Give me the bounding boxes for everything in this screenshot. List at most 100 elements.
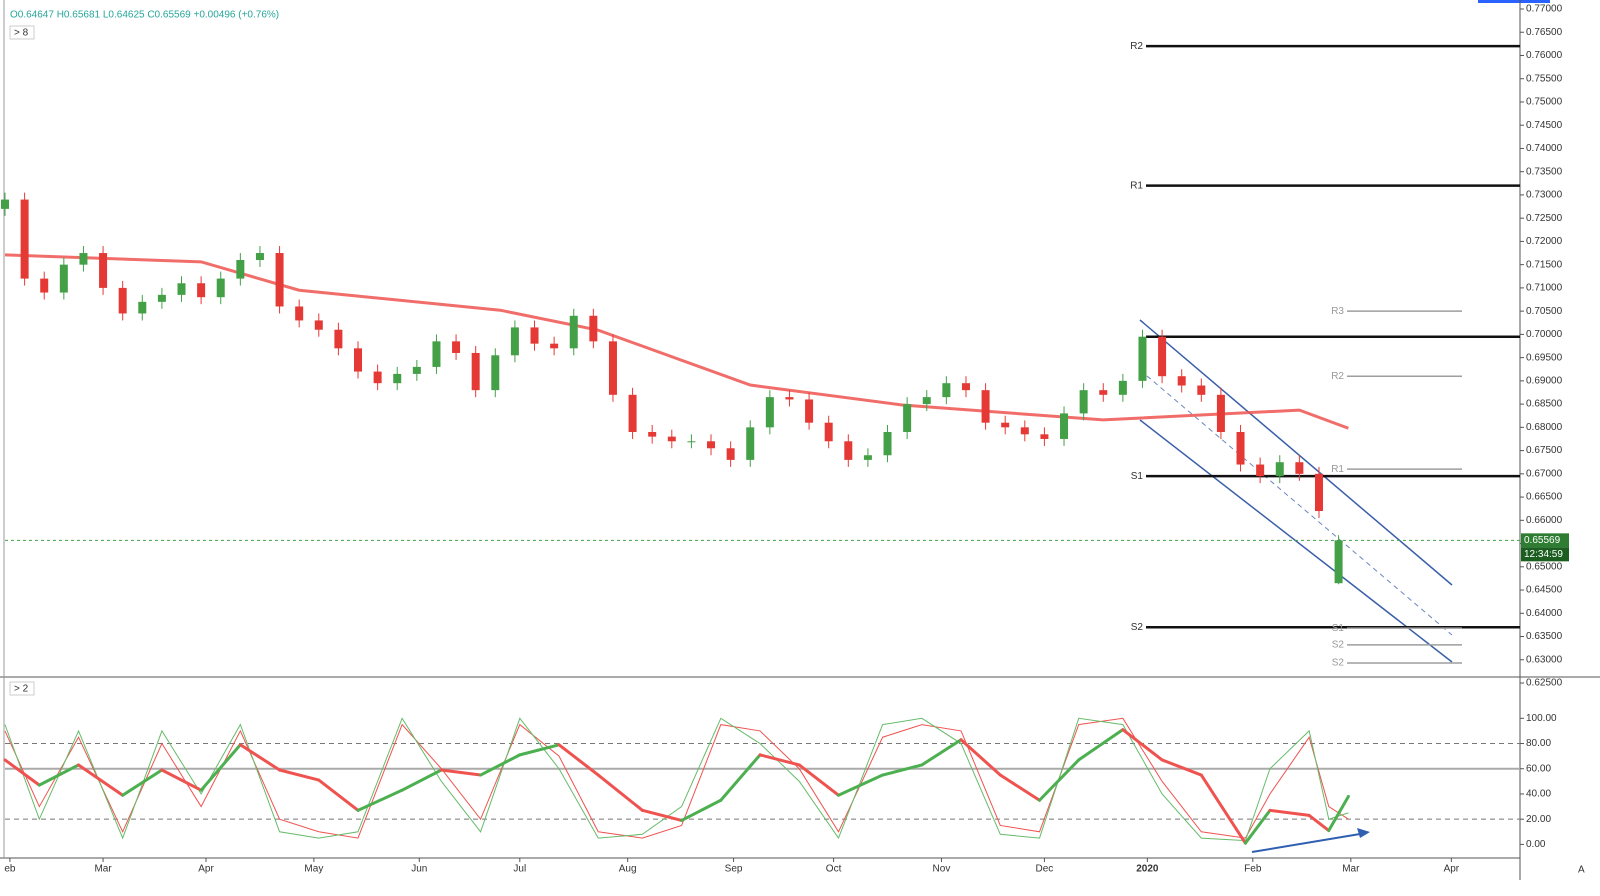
- y-tick-label: 0.66000: [1526, 515, 1563, 526]
- y-tick-label: 0.74500: [1526, 120, 1563, 131]
- y-tick-label: 0.00: [1526, 839, 1546, 850]
- candle-body: [569, 315, 578, 349]
- y-tick-label: 0.71500: [1526, 259, 1563, 270]
- candle-body: [1138, 336, 1147, 381]
- candle-body: [805, 399, 814, 423]
- candle-body: [118, 287, 127, 314]
- x-tick-label: Apr: [1444, 864, 1460, 875]
- y-tick-label: 0.63500: [1526, 631, 1563, 642]
- collapse-button[interactable]: [9, 681, 35, 696]
- y-tick-label: 0.70000: [1526, 329, 1563, 340]
- pivot-label: S1: [1131, 471, 1144, 482]
- candle-body: [608, 341, 617, 395]
- y-tick-label: 0.70500: [1526, 306, 1563, 317]
- y-tick-label: 0.76000: [1526, 50, 1563, 61]
- oscillator-main-segment: [77, 763, 125, 797]
- candle-body: [550, 343, 559, 349]
- candle-body: [20, 199, 29, 279]
- candle-body: [1197, 385, 1206, 395]
- y-tick-label: 0.72500: [1526, 213, 1563, 224]
- candle-body: [746, 427, 755, 460]
- oscillator-main-segment: [3, 758, 41, 787]
- y-tick-label: 0.71000: [1526, 283, 1563, 294]
- candle-body: [942, 383, 951, 398]
- candle-body: [883, 431, 892, 456]
- candle-body: [236, 260, 245, 279]
- collapse-button[interactable]: [9, 25, 35, 40]
- candle-body: [765, 397, 774, 428]
- y-tick-label: 0.64000: [1526, 608, 1563, 619]
- candle-body: [393, 373, 402, 384]
- y-tick-label: 0.72000: [1526, 236, 1563, 247]
- candle-body: [1216, 394, 1225, 432]
- oscillator-main-segment: [121, 768, 164, 797]
- oscillator-main-segment: [278, 768, 321, 782]
- y-tick-label: 0.66500: [1526, 492, 1563, 503]
- candle-body: [1040, 434, 1049, 439]
- collapse-label[interactable]: > 2: [14, 684, 29, 695]
- oscillator-line: [4, 717, 1349, 842]
- oscillator-main-segment: [1077, 728, 1125, 762]
- candle-body: [1118, 380, 1127, 395]
- candle-body: [961, 383, 970, 391]
- candle-body: [1275, 462, 1284, 477]
- candle-body: [903, 404, 912, 432]
- oscillator-main-segment: [160, 768, 203, 792]
- candle-body: [1158, 336, 1167, 377]
- minor-pivot-label: S2: [1332, 640, 1345, 651]
- candle-body: [1060, 413, 1069, 439]
- y-tick-label: 0.68000: [1526, 422, 1563, 433]
- candle-body: [216, 278, 225, 298]
- oscillator-main-segment: [680, 798, 723, 822]
- candle-body: [295, 306, 304, 321]
- oscillator-main-segment: [317, 778, 360, 812]
- last-price-label: 0.65569: [1524, 535, 1561, 546]
- candle-body: [667, 436, 676, 442]
- oscillator-main-segment: [1121, 728, 1164, 762]
- candle-body: [1099, 390, 1108, 395]
- countdown-label: 12:34:59: [1524, 549, 1563, 560]
- candle-body: [354, 348, 363, 372]
- oscillator-main-segment: [518, 743, 561, 757]
- pivot-label: R2: [1130, 41, 1143, 52]
- arrow-shaft: [1251, 833, 1361, 853]
- oscillator-main-segment: [1038, 758, 1081, 802]
- oscillator-main-segment: [356, 788, 404, 812]
- oscillator-main-segment: [758, 753, 801, 767]
- candle-body: [79, 253, 88, 265]
- candle-body: [452, 341, 461, 353]
- candle-body: [138, 301, 147, 314]
- collapse-label[interactable]: > 8: [14, 28, 29, 39]
- countdown-box: [1521, 547, 1569, 562]
- candle-body: [412, 366, 421, 374]
- y-tick-label: 20.00: [1526, 814, 1551, 825]
- x-tick-label: Aug: [619, 864, 637, 875]
- candle-body: [530, 327, 539, 344]
- minor-pivot-label: S1: [1332, 623, 1345, 634]
- oscillator-main-segment: [920, 738, 963, 767]
- oscillator-main-segment: [1268, 808, 1311, 817]
- minor-pivot-label: R2: [1331, 371, 1344, 382]
- minor-pivot-label: R3: [1331, 306, 1344, 317]
- oscillator-main-segment: [1199, 773, 1247, 845]
- oscillator-main-segment: [557, 743, 600, 777]
- x-tick-label: Feb: [1244, 864, 1262, 875]
- x-tick-label: Oct: [826, 864, 842, 875]
- y-tick-label: 0.67500: [1526, 445, 1563, 456]
- candle-body: [922, 397, 931, 405]
- y-tick-label: 80.00: [1526, 738, 1551, 749]
- y-tick-label: 0.74000: [1526, 143, 1563, 154]
- y-tick-label: 0.63000: [1526, 654, 1563, 665]
- toolbar-accent: [1478, 0, 1550, 3]
- oscillator-main-segment: [881, 763, 924, 777]
- y-tick-label: 0.67000: [1526, 468, 1563, 479]
- last-price-box: [1521, 533, 1569, 548]
- y-tick-label: 40.00: [1526, 789, 1551, 800]
- candle-body: [255, 253, 264, 261]
- candle-body: [491, 355, 500, 391]
- candle-body: [687, 441, 696, 443]
- auto-scale-button[interactable]: A: [1578, 865, 1585, 876]
- y-tick-label: 0.69500: [1526, 352, 1563, 363]
